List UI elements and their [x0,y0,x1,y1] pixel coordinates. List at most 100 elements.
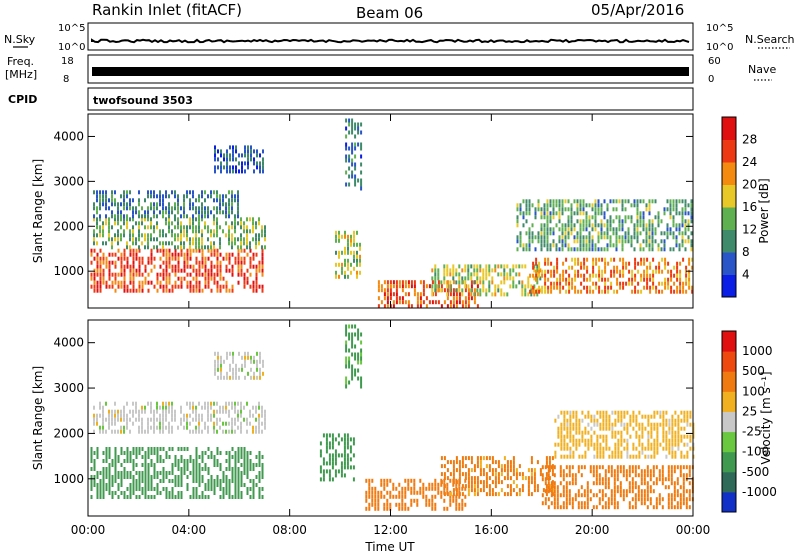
power-colorbar-segment-5 [722,162,736,185]
xaxis-label: Time UT [364,540,415,554]
velocity-colorbar-tick-7: -1000 [742,485,777,499]
velocity-colorbar-segment-0 [722,491,736,513]
nsearch-label: N.Search [745,33,795,46]
velocity-colorbar-tick-1: 500 [742,364,765,378]
noise-tick-top-right: 10^5 [706,23,733,34]
power-region-9 [214,145,264,174]
noise-trace [91,38,690,44]
velocity-ytick-label-2: 3000 [53,381,84,395]
velocity-colorbar-tick-3: 25 [742,404,757,418]
freq-label: Freq. [7,55,34,68]
velocity-colorbar-tick-2: 100 [742,384,765,398]
power-region-1 [93,217,266,250]
power-region-3 [335,230,361,279]
velocity-marks [90,324,695,511]
power-marks [90,118,694,309]
power-colorbar-segment-6 [722,139,736,163]
velocity-region-4 [365,478,467,511]
power-region-2 [93,190,239,219]
noise-tick-bottom-right: 10^0 [706,42,733,53]
power-colorbar-segment-4 [722,184,736,208]
cpid-strip-frame [87,87,694,111]
nsky-label: N.Sky [4,33,36,46]
velocity-xtick-label-6: 00:00 [676,523,711,537]
frequency-trace [92,67,689,76]
power-colorbar-tick-4: 20 [742,178,757,192]
velocity-colorbar-segment-4 [722,411,736,433]
power-colorbar-tick-3: 16 [742,200,757,214]
noise-tick-top-left: 10^5 [58,23,85,34]
velocity-colorbar-tick-4: -25 [742,425,762,439]
velocity-region-0 [90,447,264,499]
frequency-strip-frame [87,54,694,84]
noise-tick-bottom-left: 10^0 [58,42,85,53]
velocity-colorbar-segment-8 [722,331,736,352]
velocity-region-5 [440,456,554,497]
velocity-xtick-label-3: 12:00 [373,523,408,537]
power-colorbar-segment-7 [722,117,736,140]
power-colorbar-tick-2: 12 [742,223,757,237]
cpid-label: CPID [8,93,37,106]
power-colorbar-label: Power [dB] [757,178,771,243]
noise-trace-line [91,38,690,44]
velocity-colorbar-segment-1 [722,471,736,493]
velocity-xtick-label-0: 00:00 [71,523,106,537]
nave-label: Nave [748,63,776,76]
velocity-colorbar-segment-2 [722,451,736,473]
velocity-region-1 [93,401,266,434]
beam-label: Beam 06 [356,4,423,22]
nave-tick-top: 60 [708,56,721,67]
power-colorbar-frame [721,116,737,298]
frequency-strip: Freq. [MHz] 18 8 60 0 Nave [5,54,776,85]
velocity-colorbar-tick-5: -100 [742,445,769,459]
power-region-0 [90,248,264,293]
date-label: 05/Apr/2016 [591,1,684,19]
power-colorbar-tick-6: 28 [742,133,757,147]
velocity-xtick-label-5: 20:00 [575,523,610,537]
power-colorbar-tick-1: 8 [742,245,750,259]
power-region-4 [345,118,363,191]
power-ytick-label-3: 4000 [53,129,84,143]
velocity-panel: 1000 2000 3000 4000 00:00 04:00 08:00 12:00 16:0… [31,319,777,554]
power-ytick-label-0: 1000 [53,264,84,278]
power-colorbar-segment-0 [722,274,736,298]
power-colorbar: 4 8 12 16 20 24 28 [721,116,757,298]
power-ylabel: Slant Range [km] [31,159,45,263]
velocity-colorbar: 1000 500 100 25 -25 -100 -500 -1000 [721,330,777,513]
noise-strip-frame [87,22,694,51]
nave-tick-bottom: 0 [708,74,714,85]
velocity-colorbar-label: Velocity [m s⁻¹] [759,371,773,464]
cpid-value: twofsound 3503 [93,94,193,107]
velocity-colorbar-tick-6: -500 [742,465,769,479]
power-panel: 1000 2000 3000 4000 Slant Range [km] 4 8 12 16… [31,113,771,309]
power-ytick-label-2: 3000 [53,174,84,188]
velocity-colorbar-segment-5 [722,391,736,412]
station-title: Rankin Inlet (fitACF) [92,1,242,19]
velocity-colorbar-segment-7 [722,351,736,372]
velocity-region-3 [345,324,363,389]
freq-unit-label: [MHz] [5,68,37,81]
power-region-7 [529,257,694,294]
velocity-region-2 [319,433,355,482]
power-region-8 [516,199,693,252]
velocity-region-6 [541,465,694,510]
power-region-5 [377,280,479,309]
velocity-colorbar-frame [721,330,737,513]
velocity-xtick-label-2: 08:00 [272,523,307,537]
noise-strip: N.Sky N.Search 10^5 10^0 10^5 10^0 [4,22,795,53]
power-colorbar-tick-0: 4 [742,268,750,282]
velocity-ytick-label-3: 4000 [53,336,84,350]
cpid-strip: CPID twofsound 3503 [8,87,694,111]
velocity-xtick-label-1: 04:00 [172,523,207,537]
power-colorbar-tick-5: 24 [742,155,757,169]
velocity-ytick-label-1: 2000 [53,426,84,440]
freq-tick-bottom: 8 [63,74,69,85]
power-region-6 [431,264,542,297]
velocity-region-7 [554,410,695,459]
power-ytick-label-1: 2000 [53,219,84,233]
velocity-colorbar-tick-0: 1000 [742,344,773,358]
velocity-colorbar-segment-6 [722,371,736,392]
velocity-axes: 1000 2000 3000 4000 00:00 04:00 08:00 12:00 16:0… [53,320,710,537]
velocity-ylabel: Slant Range [km] [31,366,45,470]
